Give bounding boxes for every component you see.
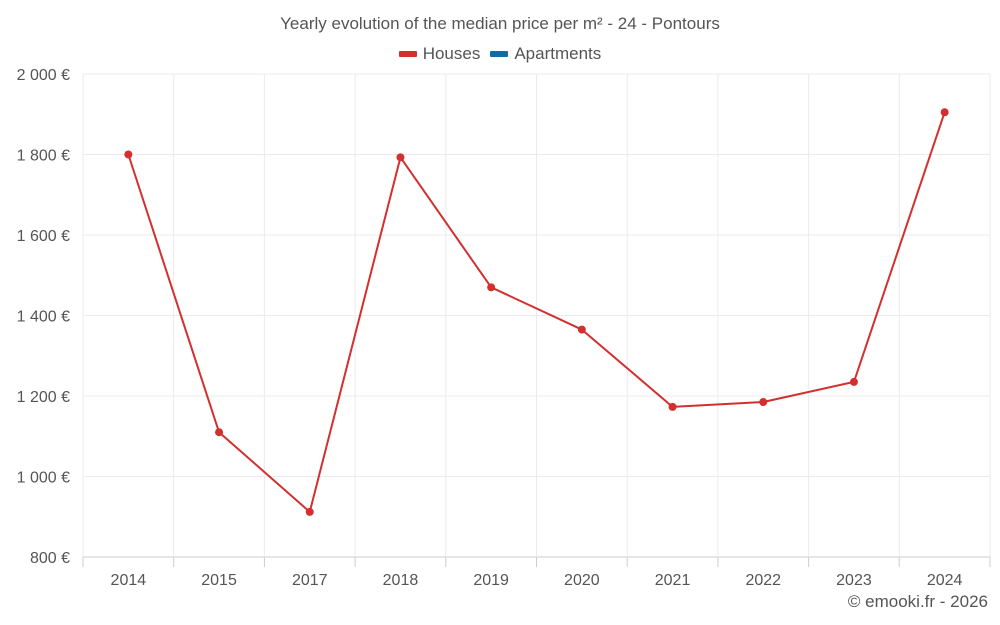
x-tick-label: 2018 (383, 572, 419, 589)
y-tick-label: 1 000 € (17, 470, 70, 487)
y-tick-label: 1 400 € (17, 309, 70, 326)
data-point[interactable] (759, 398, 768, 407)
data-point[interactable] (305, 507, 314, 516)
data-point[interactable] (215, 428, 224, 437)
x-tick-label: 2015 (201, 572, 237, 589)
y-tick-label: 800 € (30, 550, 70, 567)
data-point[interactable] (668, 402, 677, 411)
x-tick-label: 2021 (655, 572, 691, 589)
data-point[interactable] (940, 108, 949, 117)
y-tick-label: 2 000 € (17, 67, 70, 84)
legend-label-houses: Houses (422, 44, 481, 63)
x-tick-label: 2014 (111, 572, 147, 589)
chart-legend: Houses Apartments (0, 44, 1000, 64)
x-tick-label: 2024 (927, 572, 963, 589)
data-point[interactable] (577, 325, 586, 334)
legend-item-apartments[interactable]: Apartments (490, 44, 601, 64)
y-tick-label: 1 200 € (17, 389, 70, 406)
data-point[interactable] (396, 153, 405, 162)
legend-swatch-houses (398, 51, 417, 57)
legend-swatch-apartments (490, 51, 509, 57)
chart-title: Yearly evolution of the median price per… (280, 14, 720, 33)
data-point[interactable] (124, 150, 133, 159)
credit-text: © emooki.fr - 2026 (847, 592, 988, 611)
y-tick-label: 1 600 € (17, 228, 70, 245)
series-line-houses (127, 111, 946, 513)
x-tick-label: 2019 (473, 572, 509, 589)
y-tick-label: 1 800 € (17, 148, 70, 165)
x-tick-label: 2022 (745, 572, 781, 589)
data-point[interactable] (849, 377, 858, 386)
x-tick-label: 2020 (564, 572, 600, 589)
legend-label-apartments: Apartments (514, 44, 602, 63)
data-point[interactable] (487, 283, 496, 292)
legend-item-houses[interactable]: Houses (398, 44, 481, 64)
x-tick-label: 2023 (836, 572, 872, 589)
x-tick-label: 2017 (292, 572, 328, 589)
